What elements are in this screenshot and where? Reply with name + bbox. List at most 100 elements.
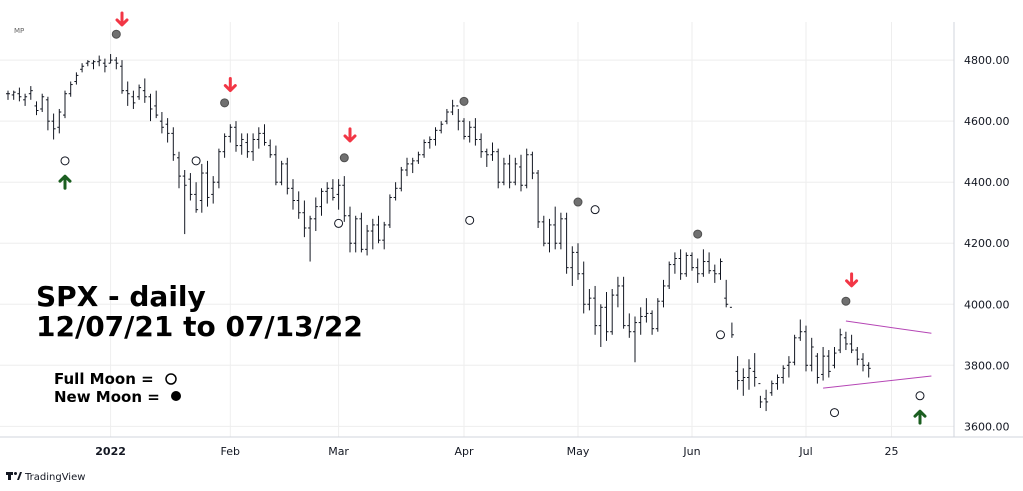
ohlc-bar — [171, 127, 176, 161]
ohlc-bar — [23, 93, 28, 106]
legend-full-moon-label: Full Moon = — [54, 370, 154, 388]
chart-title-line1: SPX - daily — [36, 280, 206, 313]
ohlc-bar — [308, 215, 313, 262]
ohlc-bar — [205, 160, 210, 207]
ohlc-bar — [222, 133, 227, 158]
ohlc-bar — [85, 60, 90, 67]
ohlc-bar — [650, 310, 655, 335]
ohlc-bar — [336, 179, 341, 210]
ohlc-bar — [815, 353, 820, 384]
ohlc-bar — [729, 306, 734, 338]
ohlc-bar — [45, 96, 50, 131]
ohlc-bar — [91, 60, 96, 70]
ohlc-bar — [678, 249, 683, 280]
tradingview-brand-text: TradingView — [24, 472, 85, 483]
y-tick-label: 3600.00 — [964, 420, 1010, 433]
ohlc-bar — [188, 173, 193, 201]
ohlc-bars — [6, 54, 871, 412]
ohlc-bar — [701, 249, 706, 277]
ohlc-bar — [325, 182, 330, 204]
new-moon-marker — [111, 29, 121, 39]
ohlc-bar — [182, 169, 187, 235]
ohlc-bar — [148, 93, 153, 122]
ohlc-bar — [131, 90, 136, 109]
ohlc-bar — [313, 197, 318, 232]
ohlc-bar — [564, 212, 569, 274]
ohlc-bar — [638, 307, 643, 335]
ohlc-bar — [570, 246, 575, 286]
ohlc-bar — [541, 215, 546, 247]
arrow-markers — [58, 11, 927, 425]
ohlc-bar — [621, 276, 626, 329]
ohlc-bar — [199, 163, 204, 213]
new-moon-marker — [339, 153, 349, 163]
ohlc-bar — [239, 133, 244, 155]
ohlc-bar — [843, 331, 848, 351]
tradingview-logo[interactable]: TradingView — [6, 472, 85, 483]
ohlc-bar — [838, 328, 843, 354]
down-arrow-icon — [115, 11, 129, 27]
ohlc-bar — [741, 368, 746, 396]
ohlc-bar — [211, 176, 216, 204]
ohlc-bar — [97, 55, 102, 67]
time-axis[interactable]: 2022 Feb Mar Apr May Jun Jul 25 — [95, 445, 898, 458]
ohlc-bar — [11, 90, 16, 100]
ohlc-bar — [348, 206, 352, 253]
ohlc-bar — [861, 353, 865, 372]
ohlc-bar — [387, 194, 392, 228]
full-moon-marker — [830, 408, 839, 418]
ohlc-bar — [747, 359, 751, 390]
ohlc-bar — [587, 289, 592, 311]
ohlc-bar — [496, 148, 501, 189]
ohlc-bar — [769, 380, 774, 396]
price-axis[interactable]: 4800.00 4600.00 4400.00 4200.00 4000.00 3800.… — [964, 54, 1010, 433]
ohlc-bar — [832, 346, 837, 369]
ohlc-bar — [165, 118, 170, 143]
ohlc-bar — [302, 200, 307, 238]
x-tick-label: Mar — [328, 445, 349, 458]
ohlc-bar — [558, 212, 563, 250]
ohlc-bar — [718, 258, 723, 280]
y-tick-label: 4200.00 — [964, 237, 1010, 250]
full-moon-marker — [590, 205, 600, 215]
ohlc-bar — [804, 325, 808, 372]
ohlc-bar — [724, 279, 729, 308]
x-tick-label: 2022 — [95, 445, 126, 458]
moon-markers — [60, 29, 925, 418]
new-moon-marker — [459, 96, 469, 106]
ohlc-bar — [758, 383, 763, 409]
ohlc-bar — [690, 252, 694, 271]
ohlc-bar — [393, 182, 398, 201]
ohlc-bar — [34, 101, 39, 116]
ohlc-bar — [598, 304, 603, 347]
ohlc-bar — [80, 63, 85, 73]
ohlc-bar — [781, 365, 786, 384]
down-arrow-icon — [343, 127, 357, 143]
ohlc-bar — [410, 157, 415, 174]
y-tick-label: 4600.00 — [964, 115, 1010, 128]
ohlc-bar — [855, 346, 860, 366]
full-moon-marker — [716, 330, 725, 340]
ohlc-bar — [63, 90, 67, 119]
new-moon-marker — [841, 296, 851, 306]
ohlc-bar — [849, 334, 854, 354]
ohlc-bar — [547, 218, 552, 253]
ohlc-bar — [576, 243, 580, 280]
y-tick-label: 4800.00 — [964, 54, 1010, 67]
full-moon-marker — [915, 391, 925, 401]
ohlc-bar — [501, 157, 506, 186]
ohlc-bar — [712, 264, 717, 283]
ohlc-bar — [422, 139, 427, 158]
ohlc-bar — [444, 108, 449, 125]
corner-label: MP — [14, 27, 24, 35]
ohlc-bar — [353, 215, 358, 253]
ohlc-bar — [330, 179, 335, 201]
ohlc-bar — [752, 353, 757, 387]
ohlc-bar — [473, 118, 478, 146]
ohlc-bar — [57, 108, 62, 134]
ohlc-bar — [615, 276, 620, 308]
ohlc-bar — [108, 54, 113, 64]
ohlc-bar — [456, 105, 461, 131]
